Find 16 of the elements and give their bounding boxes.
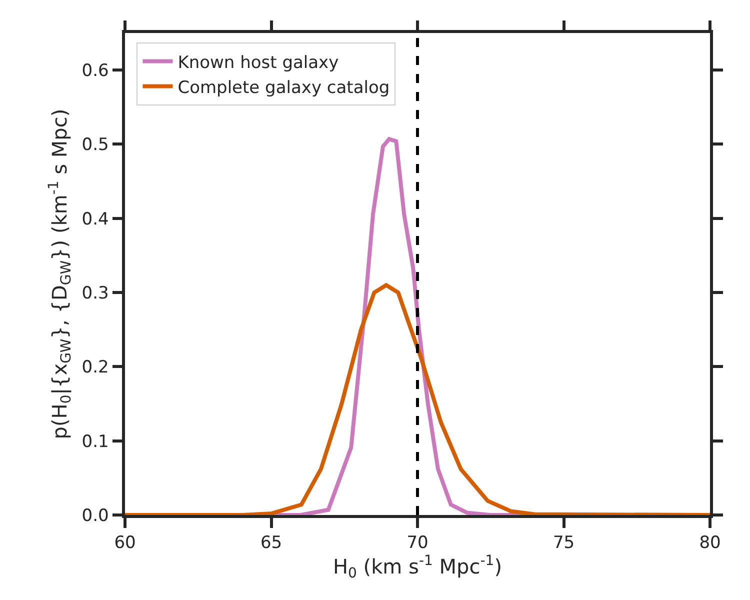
x-tick-label: 75 xyxy=(552,533,575,554)
y-tick-label: 0.6 xyxy=(82,61,109,82)
x-tick-label: 60 xyxy=(114,533,136,554)
line-series xyxy=(125,283,710,515)
x-tick-label: 70 xyxy=(406,533,428,554)
y-tick-label: 0.1 xyxy=(82,432,109,452)
legend-label: Known host galaxy xyxy=(178,52,339,73)
y-tick-label: 0.2 xyxy=(82,358,109,378)
legend-label: Complete galaxy catalog xyxy=(178,78,390,98)
x-tick-label: 80 xyxy=(699,533,721,554)
y-tick-label: 0.5 xyxy=(82,135,109,156)
y-tick-label: 0.0 xyxy=(82,506,109,526)
x-axis-title: H$_{0}$ (km s$^{-1}$ Mpc$^{-1}$) xyxy=(332,553,502,582)
x-tick-label: 65 xyxy=(260,533,282,554)
y-tick-label: 0.3 xyxy=(82,283,109,304)
y-tick-label: 0.4 xyxy=(82,209,109,230)
